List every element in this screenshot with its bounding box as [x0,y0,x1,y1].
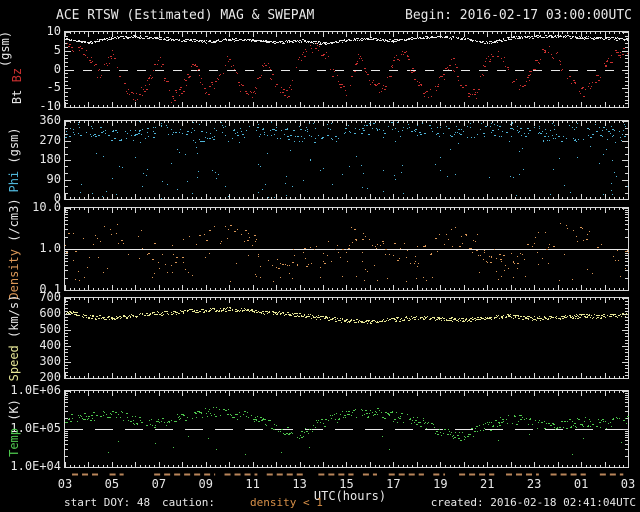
y-tick-label-speed: 300 [39,354,61,368]
y-axis-title-part: (gsm) [0,30,12,68]
y-axis-title-part: (/cm3) [7,198,21,242]
y-tick-label-mag: -5 [46,80,61,94]
y-tick-label-phi: 180 [39,152,61,166]
begin-timestamp: Begin: 2016-02-17 03:00:00UTC [405,8,632,23]
y-tick-label-mag: 10 [46,24,61,38]
x-tick-label: 15 [339,477,354,491]
x-tick-label: 17 [386,477,401,491]
y-tick-label-phi: 360 [39,113,61,127]
panel-phi-plot [64,120,629,200]
y-axis-title-phi: Phi (gsm) [7,127,21,192]
footer-caution-note: density < 1 [250,496,323,509]
footer-caution-label: caution: [162,496,215,509]
y-tick-label-speed: 600 [39,306,61,320]
plot-title: ACE RTSW (Estimated) MAG & SWEPAM [56,8,315,23]
footer-start-doy: start DOY: 48 [64,496,151,509]
y-axis-title-part: (gsm) [7,127,21,164]
y-axis-title-mag-1: (gsm) [0,31,12,67]
y-axis-title-temp: Temp (K) [7,399,21,457]
y-tick-label-density: 0.1 [39,282,61,296]
y-tick-label-temp: 1.0E+05 [10,421,61,435]
y-axis-title-part: Phi [7,163,21,193]
y-axis-title-part: (K) [7,399,21,421]
x-axis-title: UTC(hours) [313,489,387,503]
y-tick-label-phi: 0 [53,191,61,205]
x-tick-label: 07 [151,477,167,491]
footer-created: created: 2016-02-18 02:41:04UTC [430,496,636,509]
y-axis-title-part: (km/s) [7,294,21,338]
y-tick-label-phi: 270 [39,133,61,147]
y-axis-title-part: Bz [10,67,24,83]
y-tick-label-mag: 0 [53,62,61,76]
y-axis-title-mag: Bt Bz [10,68,24,104]
panel-temp-plot [64,390,629,468]
panel-speed-plot [64,297,629,379]
x-tick-label: 03 [57,477,73,491]
x-tick-label: 11 [245,477,260,491]
x-tick-label: 09 [198,477,213,491]
panel-mag-plot [64,31,629,108]
y-axis-title-part: Speed [7,338,21,382]
x-tick-label: 19 [433,477,448,491]
y-axis-title-part: Bt [10,82,24,105]
y-tick-label-mag: -10 [39,99,61,113]
y-axis-title-part: Temp [7,420,21,457]
panel-density-plot [64,207,629,291]
y-tick-label-density: 1.0 [39,241,61,255]
y-tick-label-temp: 1.0E+06 [10,383,61,397]
x-tick-label: 21 [480,477,495,491]
x-tick-label: 05 [104,477,120,491]
x-tick-label: 23 [526,477,542,491]
x-tick-label: 01 [573,477,589,491]
y-tick-label-mag: 5 [53,43,61,57]
caution-markers-canvas [64,472,629,477]
y-tick-label-phi: 90 [46,172,61,186]
y-tick-label-temp: 1.0E+04 [10,459,61,473]
y-axis-title-density: Density (/cm3) [7,198,21,299]
y-axis-title-speed: Speed (km/s) [7,295,21,382]
y-tick-label-speed: 200 [39,370,61,384]
y-tick-label-speed: 400 [39,338,61,352]
y-tick-label-speed: 700 [39,290,61,304]
y-tick-label-density: 10.0 [32,200,61,214]
x-tick-label: 03 [620,477,636,491]
y-tick-label-speed: 500 [39,322,61,336]
x-tick-label: 13 [292,477,307,491]
